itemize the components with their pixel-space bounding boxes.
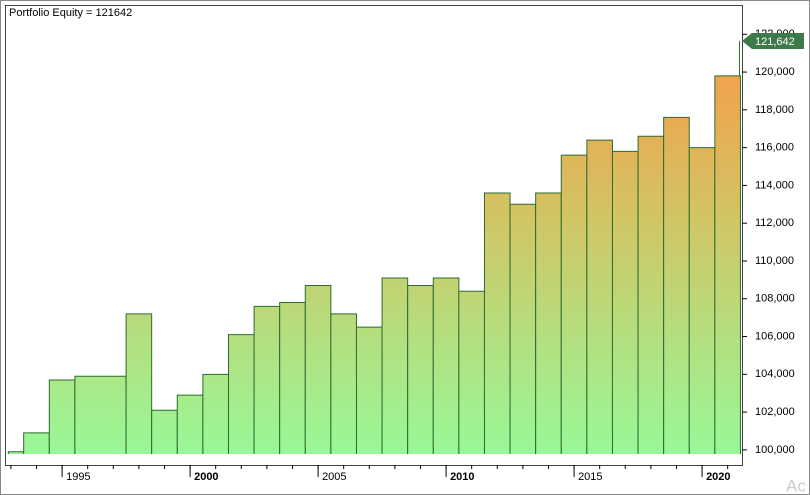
x-tick-label: 2015: [578, 471, 602, 483]
chart-title: Portfolio Equity = 121642: [9, 7, 132, 19]
x-tick-label: 1995: [66, 471, 90, 483]
equity-step: [74, 375, 127, 454]
equity-step: [7, 451, 25, 454]
equity-step: [176, 394, 204, 454]
x-tick-label: 2010: [450, 471, 474, 483]
equity-step: [23, 432, 50, 454]
equity-step: [688, 147, 716, 454]
y-tick-label: 112,000: [755, 217, 794, 229]
equity-step: [202, 373, 229, 454]
equity-step: [432, 277, 460, 454]
equity-step: [586, 139, 613, 454]
watermark: Ac: [786, 476, 806, 495]
equity-step: [611, 150, 639, 454]
y-tick-label: 120,000: [755, 66, 795, 78]
x-tick-label: 2005: [322, 471, 346, 483]
equity-step: [227, 334, 255, 454]
equity-step: [663, 116, 690, 454]
equity-step: [483, 192, 511, 454]
y-tick-label: 108,000: [755, 293, 795, 305]
equity-step: [330, 313, 357, 454]
y-tick-label: 102,000: [755, 406, 795, 418]
last-value-label: 121,642: [755, 36, 795, 48]
y-tick-label: 110,000: [755, 255, 794, 267]
equity-step: [151, 409, 178, 454]
equity-step: [407, 285, 434, 454]
equity-step: [355, 326, 383, 454]
equity-step: [458, 290, 485, 454]
y-tick-label: 116,000: [755, 142, 794, 154]
equity-step: [304, 285, 332, 454]
y-tick-label: 118,000: [755, 104, 794, 116]
equity-step: [279, 302, 306, 454]
equity-step: [714, 75, 741, 454]
x-tick-label: 2000: [194, 471, 218, 483]
equity-step: [253, 305, 281, 454]
equity-step: [381, 277, 409, 454]
y-tick-label: 104,000: [755, 368, 795, 380]
last-value-marker: [742, 33, 804, 50]
equity-step: [48, 379, 76, 454]
equity-step: [637, 135, 665, 454]
y-tick-label: 114,000: [755, 179, 794, 191]
equity-step: [560, 154, 588, 454]
y-tick-label: 100,000: [755, 444, 795, 456]
equity-step: [535, 192, 562, 454]
x-tick-label: 2020: [706, 471, 730, 483]
equity-step: [125, 313, 153, 454]
y-tick-label: 106,000: [755, 330, 795, 342]
equity-step: [509, 203, 537, 454]
